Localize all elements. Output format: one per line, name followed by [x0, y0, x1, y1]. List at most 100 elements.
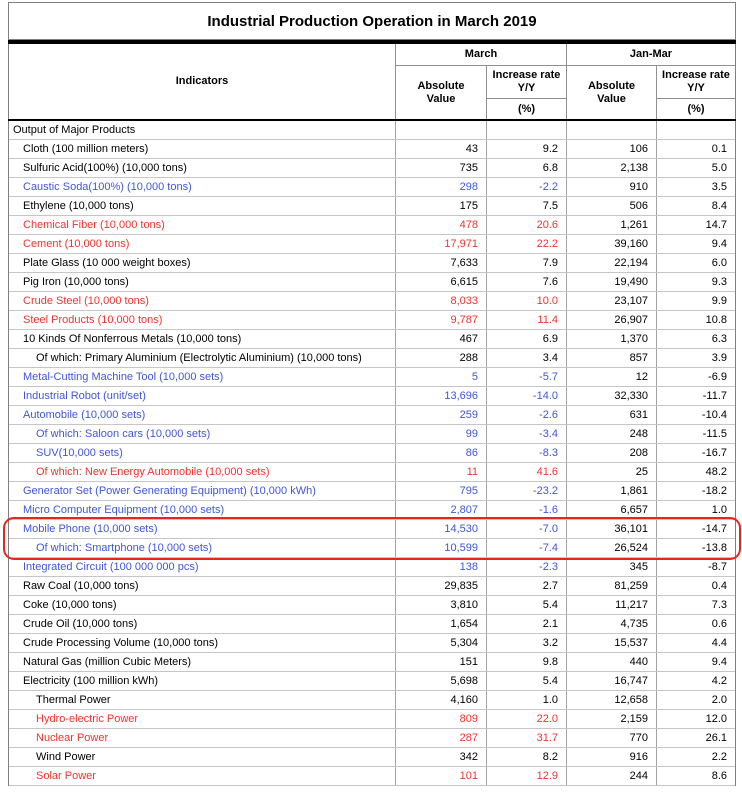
indicator-label: Nuclear Power: [36, 732, 109, 744]
march-increase-rate-cell: 2.7: [486, 577, 566, 595]
march-absolute-value-cell: 10,599: [395, 539, 486, 557]
march-absolute-value-cell: 9,787: [395, 311, 486, 329]
janmar-increase-rate-cell: 0.6: [656, 615, 735, 633]
janmar-absolute-value-cell: 39,160: [566, 235, 656, 253]
march-increase-rate-cell: -7.0: [486, 520, 566, 538]
march-increase-rate-cell: 5.4: [486, 672, 566, 690]
march-absolute-value-cell: 287: [395, 729, 486, 747]
march-absolute-value-cell: 6,615: [395, 273, 486, 291]
janmar-increase-rate-cell: 8.4: [656, 197, 735, 215]
janmar-absolute-value-cell: 6,657: [566, 501, 656, 519]
janmar-absolute-value-cell: 22,194: [566, 254, 656, 272]
indicator-label: Crude Oil (10,000 tons): [23, 618, 138, 630]
janmar-increase-rate-cell: 48.2: [656, 463, 735, 481]
janmar-increase-rate-cell: 4.2: [656, 672, 735, 690]
march-absolute-value-cell: 298: [395, 178, 486, 196]
march-increase-rate-cell: 1.0: [486, 691, 566, 709]
janmar-absolute-value-cell: 1,370: [566, 330, 656, 348]
indicator-label: Natural Gas (million Cubic Meters): [23, 656, 192, 668]
march-increase-rate-cell: 41.6: [486, 463, 566, 481]
janmar-absolute-value-header: Absolute Value: [566, 66, 656, 119]
janmar-increase-rate-header: Increase rate Y/Y: [656, 66, 735, 99]
janmar-absolute-value-cell: 248: [566, 425, 656, 443]
table-row: Coke (10,000 tons) 3,810 5.4 11,217 7.3: [9, 596, 735, 615]
table-row: Ethylene (10,000 tons) 175 7.5 506 8.4: [9, 197, 735, 216]
table-row: Caustic Soda(100%) (10,000 tons) 298 -2.…: [9, 178, 735, 197]
janmar-increase-rate-cell: 9.9: [656, 292, 735, 310]
table-row: Solar Power 101 12.9 244 8.6: [9, 767, 735, 786]
march-increase-rate-cell: -23.2: [486, 482, 566, 500]
janmar-increase-rate-cell: 10.8: [656, 311, 735, 329]
march-increase-rate-cell: 10.0: [486, 292, 566, 310]
march-absolute-value-cell: 8,033: [395, 292, 486, 310]
janmar-absolute-value-cell: 32,330: [566, 387, 656, 405]
march-absolute-value-cell: 17,971: [395, 235, 486, 253]
janmar-absolute-value-label: Absolute Value: [587, 79, 636, 105]
indicator-label: Wind Power: [36, 751, 96, 763]
indicator-label: Industrial Robot (unit/set): [23, 390, 146, 402]
table-row: Of which: Smartphone (10,000 sets) 10,59…: [9, 539, 735, 558]
march-increase-rate-cell: 5.4: [486, 596, 566, 614]
table-row: Cloth (100 million meters) 43 9.2 106 0.…: [9, 140, 735, 159]
indicator-label: Of which: Smartphone (10,000 sets): [36, 542, 213, 554]
janmar-increase-rate-cell: 3.9: [656, 349, 735, 367]
janmar-increase-rate-cell: 26.1: [656, 729, 735, 747]
janmar-absolute-value-cell: 25: [566, 463, 656, 481]
janmar-absolute-value-cell: 23,107: [566, 292, 656, 310]
table-row: Crude Steel (10,000 tons) 8,033 10.0 23,…: [9, 292, 735, 311]
march-absolute-value-cell: 101: [395, 767, 486, 785]
table-row: Crude Oil (10,000 tons) 1,654 2.1 4,735 …: [9, 615, 735, 634]
janmar-absolute-value-cell: 770: [566, 729, 656, 747]
janmar-group-header: Jan-Mar: [566, 44, 735, 66]
march-absolute-value-cell: 809: [395, 710, 486, 728]
janmar-increase-rate-cell: -11.7: [656, 387, 735, 405]
janmar-increase-rate-cell: 7.3: [656, 596, 735, 614]
janmar-absolute-value-cell: 1,261: [566, 216, 656, 234]
janmar-increase-rate-cell: 4.4: [656, 634, 735, 652]
indicator-label: Plate Glass (10 000 weight boxes): [23, 257, 191, 269]
march-increase-rate-cell: 22.2: [486, 235, 566, 253]
indicator-label: Generator Set (Power Generating Equipmen…: [23, 485, 316, 497]
march-absolute-value-cell: 99: [395, 425, 486, 443]
janmar-increase-rate-cell: 9.4: [656, 235, 735, 253]
march-increase-rate-cell: 8.2: [486, 748, 566, 766]
march-group-header: March: [395, 44, 566, 66]
janmar-absolute-value-cell: 208: [566, 444, 656, 462]
janmar-absolute-value-cell: 19,490: [566, 273, 656, 291]
janmar-absolute-value-cell: 26,907: [566, 311, 656, 329]
table-row: Raw Coal (10,000 tons) 29,835 2.7 81,259…: [9, 577, 735, 596]
indicator-label: Crude Processing Volume (10,000 tons): [23, 637, 219, 649]
table-row: Mobile Phone (10,000 sets) 14,530 -7.0 3…: [9, 520, 735, 539]
janmar-absolute-value-cell: 1,861: [566, 482, 656, 500]
march-absolute-value-cell: 735: [395, 159, 486, 177]
indicator-label: Of which: New Energy Automobile (10,000 …: [36, 466, 270, 478]
janmar-increase-rate-cell: 5.0: [656, 159, 735, 177]
march-increase-rate-cell: 9.2: [486, 140, 566, 158]
janmar-increase-rate-cell: -18.2: [656, 482, 735, 500]
march-absolute-value-header: Absolute Value: [395, 66, 486, 119]
march-increase-rate-cell: 7.9: [486, 254, 566, 272]
march-increase-rate-cell: 3.2: [486, 634, 566, 652]
janmar-increase-rate-cell: -10.4: [656, 406, 735, 424]
march-absolute-value-cell: 5,304: [395, 634, 486, 652]
indicator-label: Electricity (100 million kWh): [23, 675, 159, 687]
indicator-label: Crude Steel (10,000 tons): [23, 295, 149, 307]
indicator-label: Sulfuric Acid(100%) (10,000 tons): [23, 162, 187, 174]
janmar-absolute-value-cell: 15,537: [566, 634, 656, 652]
janmar-increase-rate-cell: 6.0: [656, 254, 735, 272]
march-absolute-value-cell: 86: [395, 444, 486, 462]
janmar-absolute-value-cell: 345: [566, 558, 656, 576]
indicator-label: Ethylene (10,000 tons): [23, 200, 134, 212]
janmar-increase-rate-cell: 9.3: [656, 273, 735, 291]
march-absolute-value-cell: 7,633: [395, 254, 486, 272]
indicator-label: Chemical Fiber (10,000 tons): [23, 219, 165, 231]
indicator-label: Steel Products (10,000 tons): [23, 314, 163, 326]
janmar-increase-rate-cell: 2.2: [656, 748, 735, 766]
table-row: SUV(10,000 sets) 86 -8.3 208 -16.7: [9, 444, 735, 463]
janmar-increase-rate-cell: -8.7: [656, 558, 735, 576]
janmar-increase-rate-cell: 12.0: [656, 710, 735, 728]
march-increase-rate-cell: 3.4: [486, 349, 566, 367]
march-increase-rate-cell: -8.3: [486, 444, 566, 462]
march-increase-rate-cell: -3.4: [486, 425, 566, 443]
march-absolute-value-cell: [395, 121, 486, 139]
